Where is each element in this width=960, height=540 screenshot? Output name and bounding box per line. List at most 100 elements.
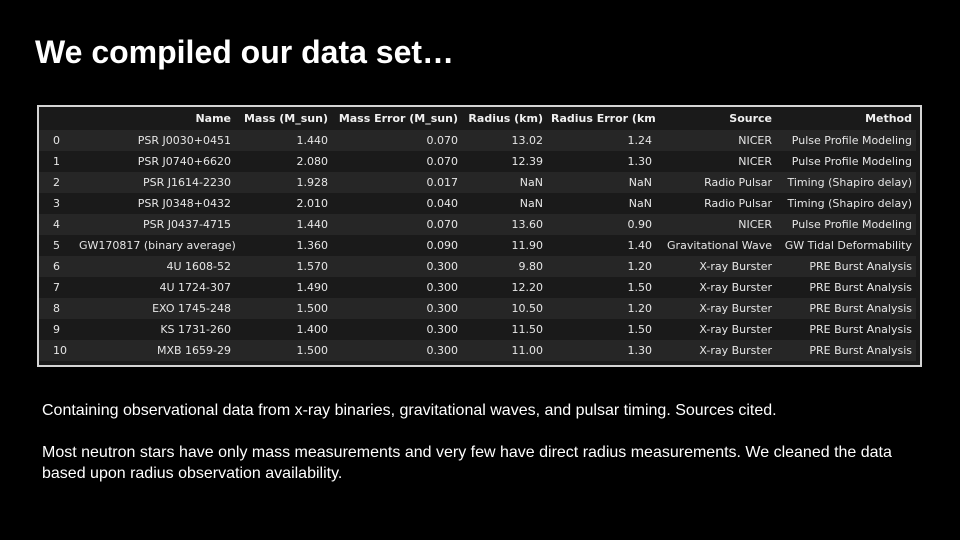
table-row: 7 4U 1724-307 1.490 0.300 12.20 1.50 X-ray Bur… <box>39 277 916 298</box>
table-row: 0 PSR J0030+0451 1.440 0.070 13.02 1.24 NICER P… <box>39 130 916 151</box>
radius-error-cell: 1.30 <box>627 155 653 168</box>
radius-error-cell: 1.50 <box>627 323 653 336</box>
method-cell: PRE Burst Analysis <box>809 260 912 273</box>
table-row: 1 PSR J0740+6620 2.080 0.070 12.39 1.30 NICER P… <box>39 151 916 172</box>
name-cell: PSR J1614-2230 <box>143 176 231 189</box>
source-cell: X-ray Burster <box>699 260 772 273</box>
name-cell: EXO 1745-248 <box>152 302 231 315</box>
mass-error-cell: 0.300 <box>426 260 459 273</box>
column-header-radius: Radius (km) <box>468 112 543 125</box>
radius-cell: NaN <box>519 197 543 210</box>
radius-error-cell: NaN <box>628 176 652 189</box>
radius-cell: 10.50 <box>511 302 544 315</box>
data-table: Name Mass (M_sun) Mass Error (M_sun) Radius… <box>39 107 916 361</box>
radius-error-cell: 1.20 <box>627 302 653 315</box>
row-index: 9 <box>53 323 60 336</box>
method-cell: Timing (Shapiro delay) <box>787 176 912 189</box>
slide-body-text: Containing observational data from x-ray… <box>42 400 922 505</box>
name-cell: PSR J0030+0451 <box>137 134 231 147</box>
name-cell: 4U 1724-307 <box>159 281 231 294</box>
radius-error-cell: NaN <box>628 197 652 210</box>
table-row: 9 KS 1731-260 1.400 0.300 11.50 1.50 X-ray Bur… <box>39 319 916 340</box>
method-cell: Timing (Shapiro delay) <box>787 197 912 210</box>
column-header-method: Method <box>865 112 912 125</box>
table-row: 6 4U 1608-52 1.570 0.300 9.80 1.20 X-ray Burst… <box>39 256 916 277</box>
row-index: 1 <box>53 155 60 168</box>
mass-error-cell: 0.070 <box>426 218 459 231</box>
mass-error-cell: 0.300 <box>426 344 459 357</box>
method-cell: Pulse Profile Modeling <box>791 134 912 147</box>
mass-cell: 1.500 <box>296 344 329 357</box>
mass-error-cell: 0.070 <box>426 155 459 168</box>
source-cell: X-ray Burster <box>699 302 772 315</box>
radius-error-cell: 1.40 <box>627 239 653 252</box>
table-body: 0 PSR J0030+0451 1.440 0.070 13.02 1.24 NICER P… <box>39 130 916 361</box>
row-index: 7 <box>53 281 60 294</box>
mass-cell: 1.400 <box>296 323 329 336</box>
row-index: 8 <box>53 302 60 315</box>
table-row: 5 GW170817 (binary average) 1.360 0.090 11.9… <box>39 235 916 256</box>
radius-error-cell: 1.50 <box>627 281 653 294</box>
source-cell: X-ray Burster <box>699 281 772 294</box>
radius-cell: 13.02 <box>511 134 544 147</box>
name-cell: PSR J0437-4715 <box>143 218 231 231</box>
radius-cell: 12.39 <box>511 155 544 168</box>
mass-cell: 2.010 <box>296 197 329 210</box>
name-cell: KS 1731-260 <box>160 323 231 336</box>
table-header-row: Name Mass (M_sun) Mass Error (M_sun) Radius… <box>39 107 916 130</box>
source-cell: NICER <box>738 218 772 231</box>
name-cell: GW170817 (binary average) <box>79 239 235 252</box>
method-cell: PRE Burst Analysis <box>809 281 912 294</box>
name-cell: 4U 1608-52 <box>166 260 231 273</box>
radius-cell: NaN <box>519 176 543 189</box>
row-index: 0 <box>53 134 60 147</box>
row-index: 4 <box>53 218 60 231</box>
mass-cell: 1.440 <box>296 134 329 147</box>
name-cell: PSR J0348+0432 <box>137 197 231 210</box>
row-index: 5 <box>53 239 60 252</box>
radius-error-cell: 1.20 <box>627 260 653 273</box>
radius-cell: 9.80 <box>518 260 544 273</box>
method-cell: PRE Burst Analysis <box>809 323 912 336</box>
mass-error-cell: 0.017 <box>426 176 459 189</box>
mass-cell: 1.928 <box>296 176 329 189</box>
mass-error-cell: 0.300 <box>426 302 459 315</box>
column-header-mass: Mass (M_sun) <box>243 112 328 125</box>
radius-cell: 11.90 <box>511 239 544 252</box>
radius-cell: 12.20 <box>511 281 544 294</box>
mass-error-cell: 0.300 <box>426 281 459 294</box>
table-row: 3 PSR J0348+0432 2.010 0.040 NaN NaN Radio Pul… <box>39 193 916 214</box>
table-row: 4 PSR J0437-4715 1.440 0.070 13.60 0.90 NICER P… <box>39 214 916 235</box>
source-cell: Radio Pulsar <box>704 176 772 189</box>
radius-cell: 13.60 <box>511 218 544 231</box>
column-header-source: Source <box>729 112 772 125</box>
table-row: 10 MXB 1659-29 1.500 0.300 11.00 1.30 X-ray Bu… <box>39 340 916 361</box>
source-cell: X-ray Burster <box>699 344 772 357</box>
radius-error-cell: 0.90 <box>627 218 653 231</box>
method-cell: Pulse Profile Modeling <box>791 218 912 231</box>
index-header <box>39 107 75 130</box>
method-cell: Pulse Profile Modeling <box>791 155 912 168</box>
table-row: 2 PSR J1614-2230 1.928 0.017 NaN NaN Radio Pul… <box>39 172 916 193</box>
radius-cell: 11.50 <box>511 323 544 336</box>
slide-title: We compiled our data set… <box>35 34 455 70</box>
paragraph-data-sources: Containing observational data from x-ray… <box>42 402 777 419</box>
source-cell: Gravitational Wave <box>667 239 772 252</box>
source-cell: X-ray Burster <box>699 323 772 336</box>
mass-error-cell: 0.090 <box>426 239 459 252</box>
data-table-frame: Name Mass (M_sun) Mass Error (M_sun) Radius… <box>37 105 922 367</box>
mass-error-cell: 0.040 <box>426 197 459 210</box>
method-cell: PRE Burst Analysis <box>809 344 912 357</box>
row-index: 3 <box>53 197 60 210</box>
mass-cell: 1.440 <box>296 218 329 231</box>
mass-cell: 2.080 <box>296 155 329 168</box>
row-index: 2 <box>53 176 60 189</box>
source-cell: NICER <box>738 134 772 147</box>
mass-cell: 1.570 <box>296 260 329 273</box>
mass-cell: 1.360 <box>296 239 329 252</box>
row-index: 10 <box>53 344 67 357</box>
column-header-name: Name <box>195 112 231 125</box>
name-cell: MXB 1659-29 <box>156 344 231 357</box>
source-cell: Radio Pulsar <box>704 197 772 210</box>
mass-cell: 1.500 <box>296 302 329 315</box>
